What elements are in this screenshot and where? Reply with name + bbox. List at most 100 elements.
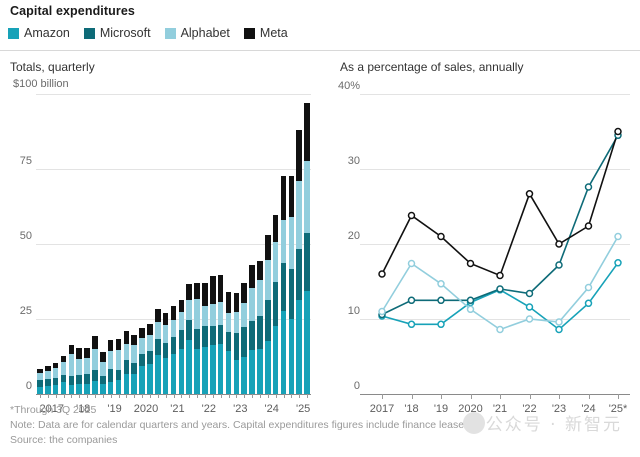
xtick-totals bbox=[157, 394, 159, 398]
bar-segment-amazon bbox=[304, 291, 310, 394]
xtick-totals bbox=[102, 394, 104, 398]
bar-column bbox=[194, 94, 200, 394]
bar-segment-amazon bbox=[60, 382, 67, 394]
bar-column bbox=[52, 94, 59, 394]
data-point-meta bbox=[378, 270, 386, 278]
data-point-alphabet bbox=[496, 325, 504, 334]
bar-segment-alphabet bbox=[44, 370, 51, 379]
bar-segment-amazon bbox=[202, 346, 208, 394]
xtick-totals bbox=[189, 394, 191, 398]
legend-swatch-microsoft bbox=[83, 27, 95, 39]
xtick-label-pct-8: '25* bbox=[608, 403, 628, 415]
bar-segment-alphabet bbox=[241, 302, 248, 327]
bar-segment-alphabet bbox=[60, 361, 67, 375]
header-divider bbox=[0, 50, 640, 51]
xtick-totals bbox=[252, 394, 254, 398]
bar-segment-amazon bbox=[178, 349, 185, 394]
bar-segment-microsoft bbox=[44, 379, 51, 387]
gridline-pct-0 bbox=[360, 394, 630, 395]
bar-segment-alphabet bbox=[249, 288, 255, 322]
data-point-alphabet bbox=[525, 315, 534, 323]
bar-column bbox=[162, 94, 169, 394]
data-point-alphabet bbox=[584, 283, 593, 292]
legend-item-microsoft: Microsoft bbox=[83, 26, 151, 40]
bar-segment-meta bbox=[233, 293, 240, 313]
bar-segment-amazon bbox=[257, 349, 263, 394]
xtick-label-pct-5: '22 bbox=[522, 403, 537, 415]
bar-column bbox=[249, 94, 255, 394]
bar-segment-meta bbox=[52, 362, 59, 368]
bar-segment-alphabet bbox=[52, 367, 59, 379]
bar-segment-alphabet bbox=[209, 304, 216, 326]
bar-segment-meta bbox=[60, 355, 67, 362]
bar-column bbox=[107, 94, 114, 394]
bar-segment-meta bbox=[68, 345, 75, 354]
xtick-label-pct-1: '18 bbox=[404, 403, 419, 415]
bar-segment-microsoft bbox=[264, 299, 271, 342]
xtick-totals bbox=[71, 394, 73, 398]
data-point-microsoft bbox=[496, 285, 504, 293]
data-point-meta bbox=[496, 271, 504, 280]
legend-item-meta: Meta bbox=[243, 26, 288, 40]
bar-segment-microsoft bbox=[52, 378, 59, 385]
bar-segment-alphabet bbox=[304, 161, 310, 234]
xtick-label-pct-6: '23 bbox=[551, 403, 567, 415]
bar-column bbox=[123, 94, 130, 394]
plot-area-pct: 0 10 20 30 40% 2017'18'19 2020'21'22'23'24'25* bbox=[334, 80, 630, 415]
bar-column bbox=[60, 94, 67, 394]
data-point-microsoft bbox=[555, 261, 563, 269]
xtick-totals bbox=[173, 394, 175, 398]
ytick-label-pct-10: 10 bbox=[334, 305, 362, 317]
bar-segment-amazon bbox=[139, 365, 145, 394]
bar-column bbox=[147, 94, 153, 394]
xtick-pct bbox=[411, 394, 413, 399]
xtick-label-pct-7: '24 bbox=[581, 403, 596, 415]
bar-segment-microsoft bbox=[257, 316, 263, 349]
bar-segment-amazon bbox=[186, 340, 193, 394]
data-point-meta bbox=[525, 190, 534, 198]
xtick-label-totals-2: '19 bbox=[107, 403, 122, 415]
panel-title-pct: As a percentage of sales, annually bbox=[340, 60, 524, 74]
bar-segment-amazon bbox=[99, 383, 106, 394]
bar-segment-amazon bbox=[194, 349, 200, 394]
xtick-pct bbox=[470, 394, 472, 399]
legend-swatch-amazon bbox=[8, 27, 19, 39]
xtick-label-totals-0: 2017 bbox=[39, 403, 64, 415]
xtick-totals bbox=[299, 394, 301, 398]
bar-segment-alphabet bbox=[123, 343, 130, 361]
ytick-label-pct-40: 40% bbox=[334, 80, 362, 92]
bar-segment-alphabet bbox=[131, 344, 138, 363]
ytick-label-totals-100: $100 billion bbox=[10, 78, 72, 90]
bar-segment-meta bbox=[99, 352, 106, 363]
bar-column bbox=[76, 94, 83, 394]
bar-segment-amazon bbox=[170, 353, 177, 394]
bar-column bbox=[257, 94, 263, 394]
bar-segment-microsoft bbox=[304, 233, 310, 292]
bar-segment-alphabet bbox=[107, 351, 114, 370]
bar-column bbox=[217, 94, 224, 394]
xtick-totals bbox=[142, 394, 144, 398]
bar-segment-alphabet bbox=[217, 302, 224, 326]
bar-column bbox=[44, 94, 51, 394]
xtick-pct bbox=[382, 394, 383, 399]
bar-column bbox=[178, 94, 185, 394]
bar-segment-microsoft bbox=[170, 336, 177, 354]
bar-segment-amazon bbox=[272, 326, 279, 394]
data-point-alphabet bbox=[555, 318, 563, 326]
data-point-amazon bbox=[555, 325, 563, 334]
bar-column bbox=[280, 94, 287, 394]
bar-segment-meta bbox=[304, 103, 310, 162]
line-series-group bbox=[378, 127, 622, 334]
bar-segment-meta bbox=[139, 328, 145, 338]
gridline-totals-75 bbox=[36, 169, 311, 170]
bar-column bbox=[84, 94, 90, 394]
xtick-label-pct-0: 2017 bbox=[369, 403, 395, 415]
bar-segment-microsoft bbox=[202, 326, 208, 347]
bar-segment-microsoft bbox=[162, 343, 169, 358]
bar-segment-microsoft bbox=[68, 376, 75, 385]
page-title: Capital expenditures bbox=[10, 4, 135, 18]
legend-label-meta: Meta bbox=[259, 26, 288, 40]
bar-segment-alphabet bbox=[84, 358, 90, 375]
bar-column bbox=[186, 94, 193, 394]
bar-column bbox=[233, 94, 240, 394]
